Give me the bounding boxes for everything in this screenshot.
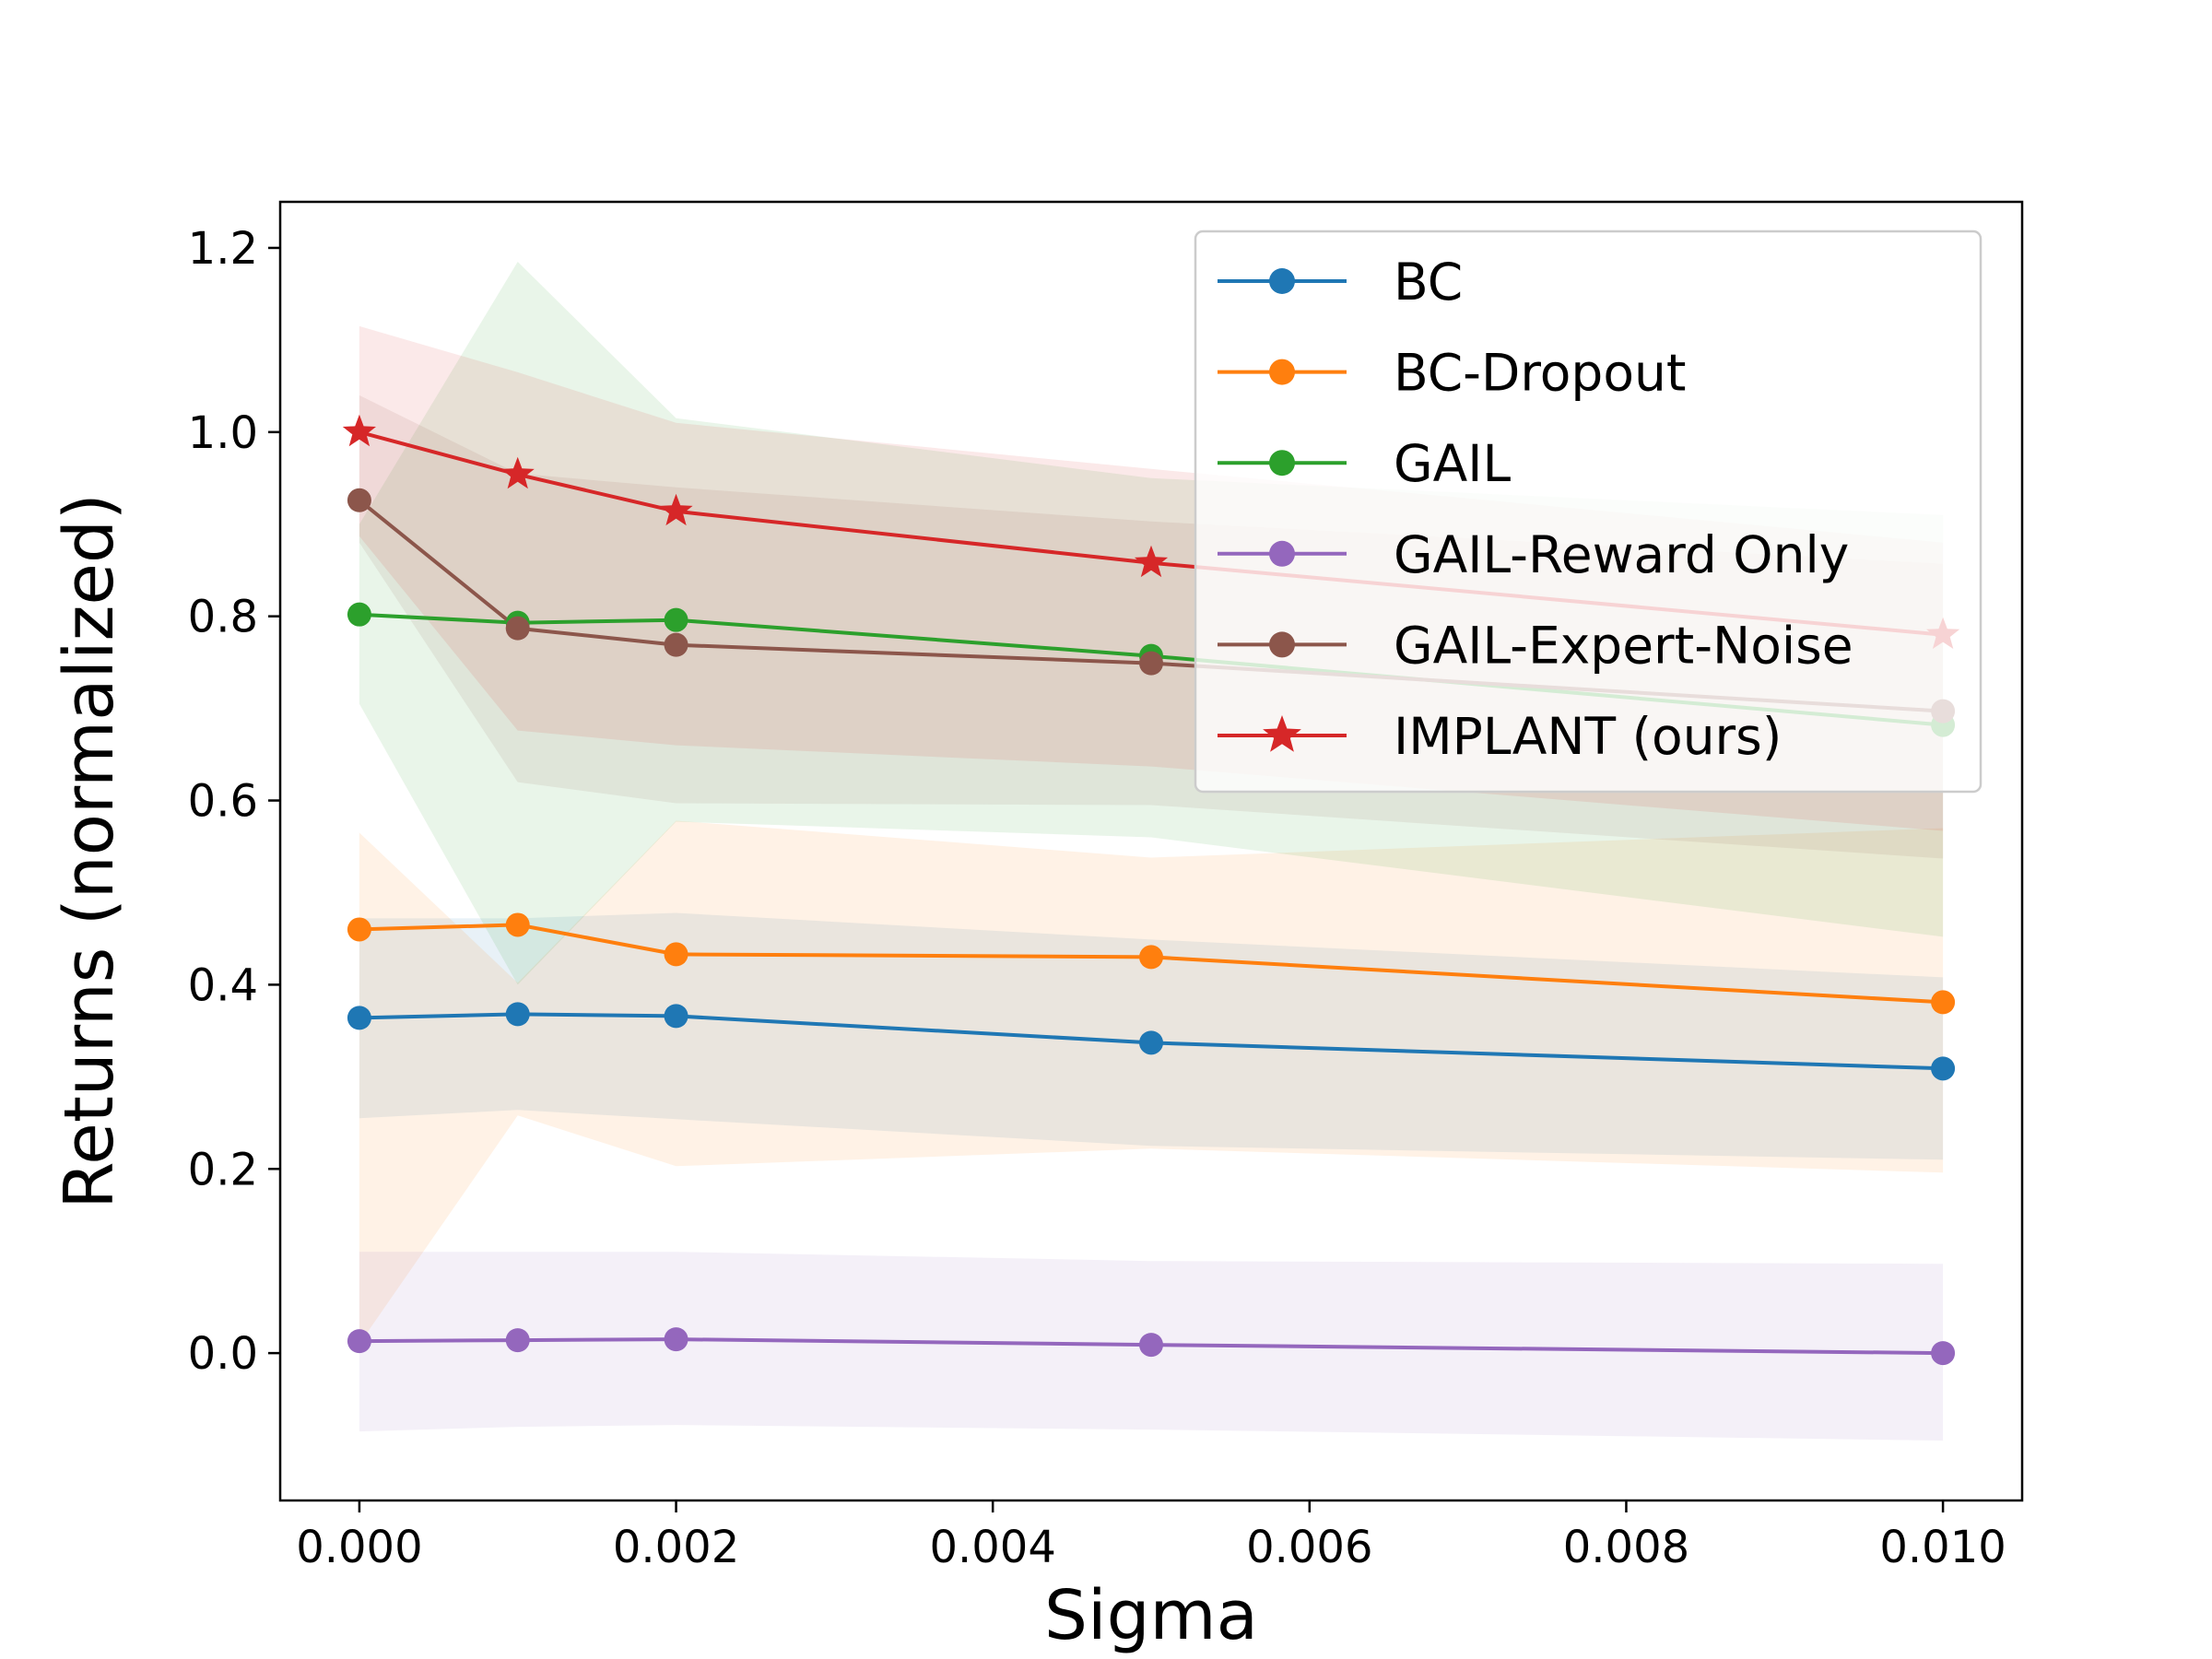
point-gail-expert-noise <box>347 488 371 512</box>
y-axis-ticks: 0.0 0.2 0.4 0.6 0.8 1.0 1.2 <box>188 223 280 1380</box>
legend-marker-gail <box>1269 450 1295 477</box>
x-axis-label: Sigma <box>1044 1576 1258 1655</box>
x-tick-label: 0.004 <box>929 1522 1055 1573</box>
point-gail-reward-only <box>347 1329 371 1354</box>
y-tick-label: 0.2 <box>188 1144 258 1195</box>
band-bc-dropout <box>359 820 1944 1345</box>
y-tick-label: 0.6 <box>188 776 258 828</box>
y-tick-label: 0.8 <box>188 592 258 643</box>
legend-label-gail-expert-noise: GAIL-Expert-Noise <box>1394 616 1853 675</box>
point-gail-expert-noise <box>1139 651 1163 676</box>
point-gail-reward-only <box>1139 1333 1163 1358</box>
legend-label-gail: GAIL <box>1394 434 1511 493</box>
x-tick-label: 0.006 <box>1246 1522 1372 1573</box>
point-bc-dropout <box>505 912 530 937</box>
legend-label-bc-dropout: BC-Dropout <box>1394 344 1686 403</box>
y-axis-label: Returns (normalized) <box>50 493 129 1209</box>
point-implant-ours <box>1134 545 1169 578</box>
point-gail-expert-noise <box>505 616 530 641</box>
legend-marker-implant-ours <box>1263 715 1301 752</box>
point-gail-reward-only <box>664 1327 688 1352</box>
point-gail <box>347 602 371 627</box>
point-gail-reward-only <box>1931 1341 1956 1366</box>
legend-box <box>1194 229 1983 794</box>
point-bc <box>347 1006 371 1030</box>
x-tick-label: 0.000 <box>296 1522 422 1573</box>
legend-label-gail-reward-only: GAIL-Reward Only <box>1394 525 1849 584</box>
point-implant-ours <box>659 493 693 526</box>
y-tick-label: 0.4 <box>188 959 258 1011</box>
series-markers <box>342 414 1960 1366</box>
plot-frame <box>278 200 2024 1502</box>
point-bc-dropout <box>1139 945 1163 970</box>
y-tick-label: 1.0 <box>188 407 258 459</box>
point-bc-dropout <box>1931 990 1956 1015</box>
legend-marker-bc-dropout <box>1269 359 1295 385</box>
point-bc <box>1139 1030 1163 1055</box>
point-implant-ours <box>342 414 376 447</box>
point-implant-ours <box>500 456 535 489</box>
y-tick-label: 1.2 <box>188 223 258 275</box>
legend: BC BC-Dropout GAIL GAIL-Reward Only GAIL-Exp… <box>1194 229 1983 794</box>
x-axis-ticks: 0.000 0.002 0.004 0.006 0.008 0.010 <box>296 1500 2006 1573</box>
band-gail <box>359 262 1944 985</box>
point-bc-dropout <box>664 942 688 967</box>
x-tick-label: 0.010 <box>1879 1522 2006 1573</box>
point-bc <box>505 1002 530 1027</box>
point-gail <box>664 607 688 632</box>
point-gail-expert-noise <box>664 632 688 657</box>
legend-label-implant-ours: IMPLANT (ours) <box>1394 707 1782 766</box>
legend-marker-bc <box>1269 268 1295 294</box>
x-tick-label: 0.002 <box>613 1522 739 1573</box>
point-gail-reward-only <box>505 1328 530 1353</box>
y-tick-label: 0.0 <box>188 1328 258 1380</box>
point-bc <box>664 1004 688 1029</box>
legend-label-bc: BC <box>1394 253 1463 312</box>
point-bc <box>1931 1056 1956 1081</box>
x-tick-label: 0.008 <box>1563 1522 1689 1573</box>
point-bc-dropout <box>347 917 371 942</box>
legend-marker-gail-reward-only <box>1269 540 1295 567</box>
legend-marker-gail-expert-noise <box>1269 631 1295 658</box>
